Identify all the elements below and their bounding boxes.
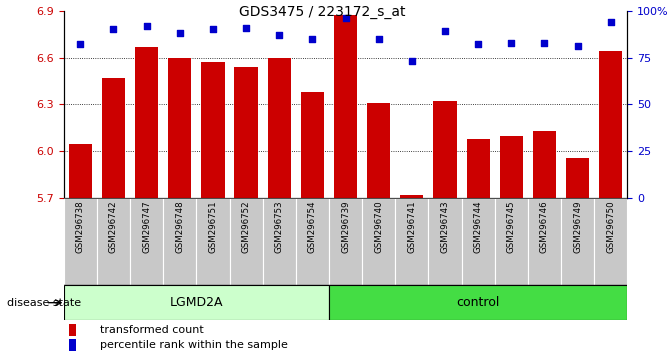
Point: [274, 32, 285, 38]
Point: [340, 15, 351, 21]
Point: [605, 19, 616, 25]
Text: LGMD2A: LGMD2A: [170, 296, 223, 309]
Text: GSM296754: GSM296754: [308, 201, 317, 253]
Bar: [362, 198, 395, 285]
Text: GSM296753: GSM296753: [274, 201, 284, 253]
Point: [241, 25, 252, 30]
Bar: [595, 198, 627, 285]
Text: GSM296752: GSM296752: [242, 201, 250, 253]
Bar: [462, 198, 495, 285]
Bar: [433, 101, 457, 198]
Bar: [561, 198, 595, 285]
Bar: [301, 92, 324, 198]
Bar: [533, 131, 556, 198]
Point: [207, 27, 218, 32]
Bar: [64, 285, 329, 320]
Bar: [102, 78, 125, 198]
Point: [307, 36, 318, 42]
Point: [108, 27, 119, 32]
Text: GSM296750: GSM296750: [607, 201, 615, 253]
Bar: [566, 158, 589, 198]
Point: [373, 36, 384, 42]
Bar: [69, 324, 76, 336]
Text: GSM296743: GSM296743: [441, 201, 450, 253]
Bar: [500, 136, 523, 198]
Point: [174, 30, 185, 36]
Text: GSM296739: GSM296739: [341, 201, 350, 253]
Bar: [229, 198, 262, 285]
Point: [506, 40, 517, 45]
Text: GSM296745: GSM296745: [507, 201, 516, 253]
Bar: [69, 339, 76, 350]
Bar: [201, 62, 225, 198]
Bar: [466, 139, 490, 198]
Bar: [495, 198, 528, 285]
Bar: [367, 103, 391, 198]
Point: [407, 58, 417, 64]
Bar: [429, 198, 462, 285]
Text: GSM296738: GSM296738: [76, 201, 85, 253]
Text: GSM296751: GSM296751: [209, 201, 217, 253]
Text: GSM296744: GSM296744: [474, 201, 482, 253]
Bar: [68, 143, 92, 198]
Point: [473, 41, 484, 47]
Text: GSM296742: GSM296742: [109, 201, 118, 253]
Bar: [197, 198, 229, 285]
Bar: [334, 15, 357, 198]
Bar: [329, 285, 627, 320]
Text: percentile rank within the sample: percentile rank within the sample: [101, 340, 289, 350]
Text: GDS3475 / 223172_s_at: GDS3475 / 223172_s_at: [239, 5, 405, 19]
Text: GSM296741: GSM296741: [407, 201, 417, 253]
Text: disease state: disease state: [7, 298, 81, 308]
Text: control: control: [456, 296, 500, 309]
Text: GSM296748: GSM296748: [175, 201, 185, 253]
Point: [75, 41, 86, 47]
Text: GSM296747: GSM296747: [142, 201, 151, 253]
Bar: [268, 58, 291, 198]
Point: [142, 23, 152, 28]
Text: GSM296746: GSM296746: [540, 201, 549, 253]
Bar: [163, 198, 197, 285]
Bar: [528, 198, 561, 285]
Bar: [168, 58, 191, 198]
Bar: [395, 198, 429, 285]
Point: [539, 40, 550, 45]
Bar: [130, 198, 163, 285]
Bar: [97, 198, 130, 285]
Bar: [64, 198, 97, 285]
Bar: [401, 195, 423, 198]
Bar: [296, 198, 329, 285]
Bar: [599, 51, 623, 198]
Bar: [135, 47, 158, 198]
Bar: [329, 198, 362, 285]
Text: GSM296749: GSM296749: [573, 201, 582, 253]
Point: [440, 28, 450, 34]
Text: transformed count: transformed count: [101, 325, 204, 335]
Text: GSM296740: GSM296740: [374, 201, 383, 253]
Point: [572, 44, 583, 49]
Bar: [262, 198, 296, 285]
Bar: [234, 67, 258, 198]
